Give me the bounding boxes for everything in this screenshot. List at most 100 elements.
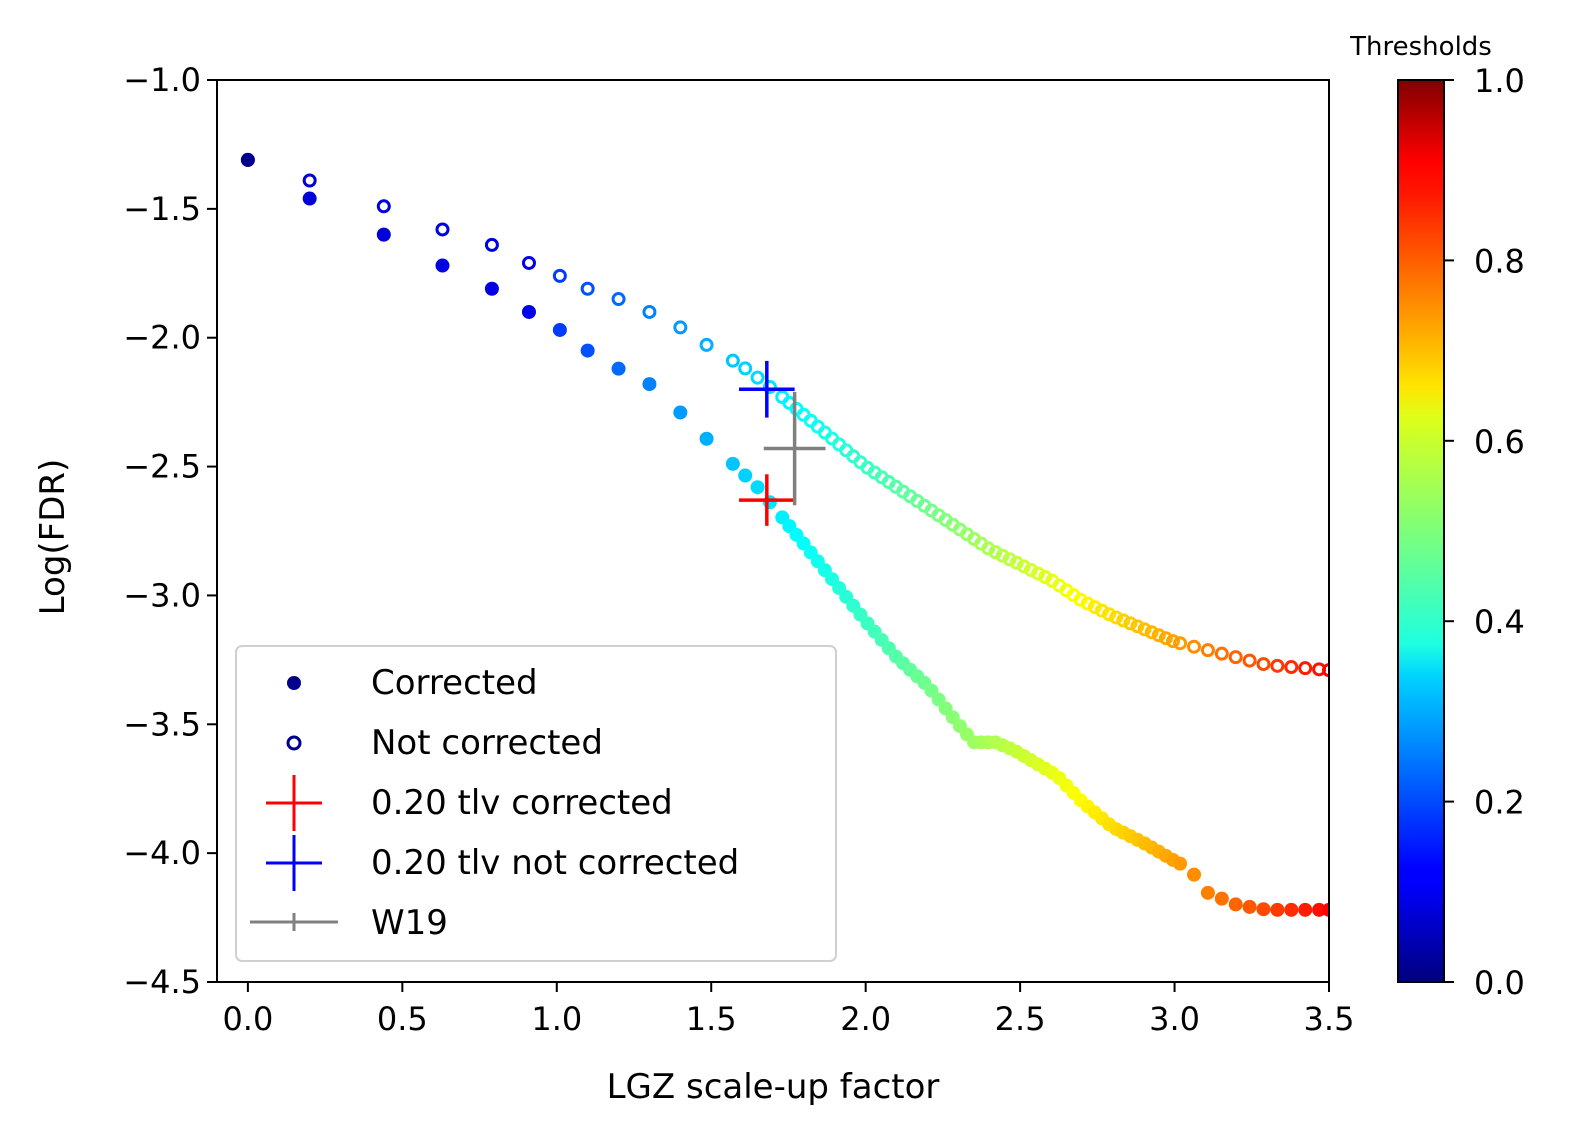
not-corrected-point	[1200, 643, 1215, 658]
legend-box	[235, 645, 837, 962]
not-corrected-point	[611, 292, 626, 307]
not-corrected-point	[1256, 657, 1271, 672]
y-tick-label: −1.0	[123, 61, 201, 99]
not-corrected-point	[1023, 562, 1038, 577]
not-corrected-point	[738, 361, 753, 376]
corrected-point	[725, 456, 740, 471]
x-axis: 0.0 0.5 1.0 1.5 2.0 2.5 3.0 3.5	[222, 982, 1354, 1038]
corrected-point	[484, 281, 499, 296]
corrected-point	[1322, 902, 1329, 917]
corrected-point	[673, 405, 688, 420]
not-corrected-point	[302, 173, 317, 188]
colorbar-ticks: 0.0 0.2 0.4 0.6 0.8 1.0	[1444, 62, 1525, 1002]
plot-frame	[216, 79, 1330, 983]
y-tick-label: −2.0	[123, 319, 201, 357]
not-corrected-point	[552, 268, 567, 283]
not-corrected-point	[1038, 570, 1053, 585]
errorbar-tlv-not-corrected	[739, 360, 795, 418]
not-corrected-point	[981, 541, 996, 556]
not-corrected-point	[376, 199, 391, 214]
colorbar-tick-label: 0.0	[1474, 964, 1525, 1002]
not-corrected-point	[750, 370, 765, 385]
colorbar-gradient	[1397, 79, 1445, 983]
not-corrected-point	[1242, 653, 1257, 668]
corrected-point	[699, 431, 714, 446]
errorbar-tlv-corrected	[739, 474, 795, 526]
colorbar-tick-label: 0.4	[1474, 603, 1525, 641]
x-tick-label: 2.0	[840, 1000, 891, 1038]
x-tick-label: 2.5	[995, 1000, 1046, 1038]
not-corrected-point	[1130, 619, 1145, 634]
corrected-point	[750, 480, 765, 495]
corrected-point	[521, 304, 536, 319]
corrected-point	[1312, 902, 1327, 917]
not-corrected-point	[1298, 661, 1313, 676]
not-corrected-point	[1009, 555, 1024, 570]
legend-marker-w19	[250, 913, 338, 931]
x-tick-label: 0.5	[377, 1000, 428, 1038]
x-tick-label: 1.5	[686, 1000, 737, 1038]
corrected-point	[1298, 902, 1313, 917]
not-corrected-point	[1116, 613, 1131, 628]
not-corrected-point	[1214, 646, 1229, 661]
legend-label-not-corrected: Not corrected	[371, 723, 603, 763]
y-tick-label: −3.0	[123, 576, 201, 614]
x-tick-label: 3.5	[1304, 1000, 1355, 1038]
colorbar-tick-label: 0.6	[1474, 423, 1525, 461]
not-corrected-point	[1123, 616, 1138, 631]
not-corrected-point	[435, 222, 450, 237]
series-not-corrected	[240, 152, 1329, 678]
y-tick-label: −4.5	[123, 963, 201, 1001]
colorbar-tick-label: 1.0	[1474, 62, 1525, 100]
not-corrected-point	[699, 337, 714, 352]
not-corrected-point	[1102, 607, 1117, 622]
not-corrected-point	[1031, 566, 1046, 581]
not-corrected-point	[1158, 631, 1173, 646]
not-corrected-point	[1016, 559, 1031, 574]
y-tick-label: −2.5	[123, 448, 201, 486]
corrected-point	[1214, 891, 1229, 906]
corrected-point	[240, 152, 255, 167]
not-corrected-point	[673, 320, 688, 335]
not-corrected-point	[762, 379, 777, 394]
x-tick-label: 1.0	[531, 1000, 582, 1038]
corrected-point	[302, 191, 317, 206]
corrected-point	[738, 468, 753, 483]
corrected-point	[1173, 856, 1188, 871]
legend-label-corrected: Corrected	[371, 663, 538, 703]
not-corrected-point	[1151, 628, 1166, 643]
legend-label-tlv-not-corrected: 0.20 tlv not corrected	[371, 843, 739, 883]
y-axis: −1.0 −1.5 −2.0 −2.5 −3.0 −3.5 −4.0 −4.5	[123, 61, 217, 1001]
corrected-point	[762, 495, 777, 510]
x-tick-label: 3.0	[1149, 1000, 1200, 1038]
not-corrected-point	[725, 353, 740, 368]
corrected-point	[1200, 885, 1215, 900]
y-tick-label: −4.0	[123, 834, 201, 872]
corrected-point	[611, 361, 626, 376]
plot-area	[240, 152, 1329, 917]
corrected-point	[1187, 867, 1202, 882]
legend-label-tlv-corrected: 0.20 tlv corrected	[371, 783, 673, 823]
not-corrected-point	[1187, 639, 1202, 654]
corrected-point	[1242, 899, 1257, 914]
corrected-point	[376, 227, 391, 242]
corrected-point	[1270, 902, 1285, 917]
colorbar-tick-label: 0.2	[1474, 784, 1525, 822]
not-corrected-point	[580, 281, 595, 296]
x-axis-label: LGZ scale-up factor	[607, 1067, 940, 1107]
legend-marker-not-corrected	[286, 735, 302, 751]
not-corrected-point	[1137, 622, 1152, 637]
colorbar-title: Thresholds	[1349, 32, 1492, 62]
not-corrected-point	[484, 237, 499, 252]
corrected-point	[1228, 897, 1243, 912]
series-corrected	[240, 152, 1329, 917]
not-corrected-point	[1094, 603, 1109, 618]
corrected-point	[552, 322, 567, 337]
y-tick-label: −1.5	[123, 190, 201, 228]
not-corrected-point	[988, 545, 1003, 560]
not-corrected-point	[1166, 634, 1181, 649]
corrected-point	[1284, 902, 1299, 917]
not-corrected-point	[1109, 610, 1124, 625]
x-tick-label: 0.0	[222, 1000, 273, 1038]
not-corrected-point	[1322, 663, 1329, 678]
